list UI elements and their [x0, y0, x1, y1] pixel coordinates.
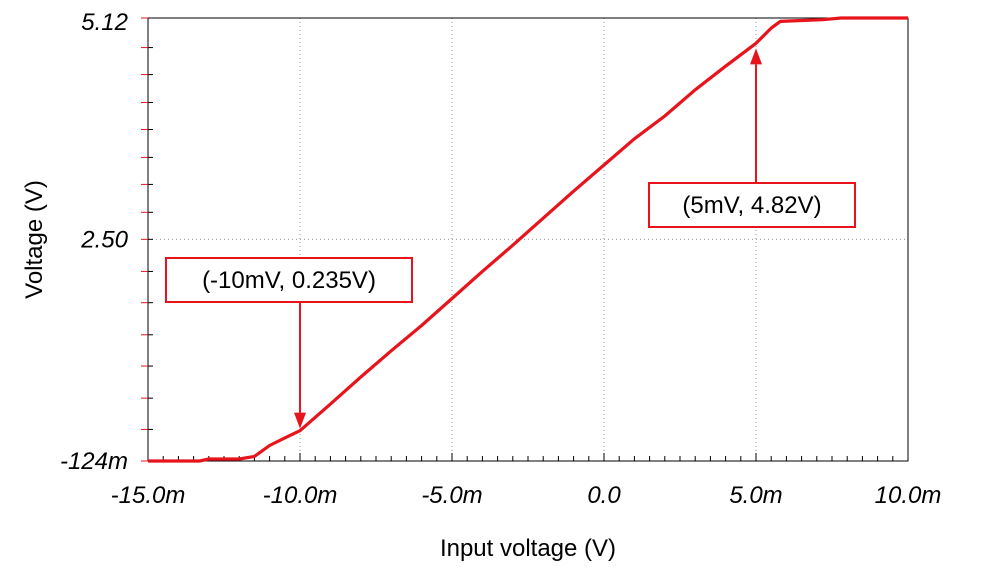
y-tick-labels: -124m 2.50 5.12: [60, 9, 129, 475]
minor-ticks: [141, 17, 909, 462]
y-axis-title: Voltage (V): [21, 180, 48, 299]
y-tick-label: 5.12: [81, 9, 128, 36]
annotation-label: (5mV, 4.82V): [682, 192, 821, 219]
annotation-box: [165, 257, 413, 303]
y-tick-label: 2.50: [80, 226, 128, 253]
x-tick-label: 0.0: [587, 482, 621, 509]
annotation-arrow-head: [294, 412, 306, 429]
annotation-label: (-10mV, 0.235V): [202, 267, 376, 294]
annotation-2: (5mV, 4.82V): [648, 48, 856, 228]
grid: [148, 18, 908, 461]
x-tick-label: -15.0m: [111, 482, 186, 509]
series-line: [148, 16, 908, 463]
annotations: (-10mV, 0.235V) (5mV, 4.82V): [165, 48, 856, 429]
annotation-box: [648, 182, 856, 228]
y-tick-label: -124m: [60, 448, 128, 475]
annotation-1: (-10mV, 0.235V): [165, 257, 413, 429]
x-tick-label: -10.0m: [263, 482, 338, 509]
annotation-arrow-head: [750, 48, 762, 65]
x-tick-label: 10.0m: [875, 482, 942, 509]
x-tick-label: -5.0m: [421, 482, 482, 509]
x-tick-labels: -15.0m -10.0m -5.0m 0.0 5.0m 10.0m: [111, 482, 942, 509]
x-axis-title: Input voltage (V): [440, 535, 616, 562]
x-tick-label: 5.0m: [729, 482, 782, 509]
